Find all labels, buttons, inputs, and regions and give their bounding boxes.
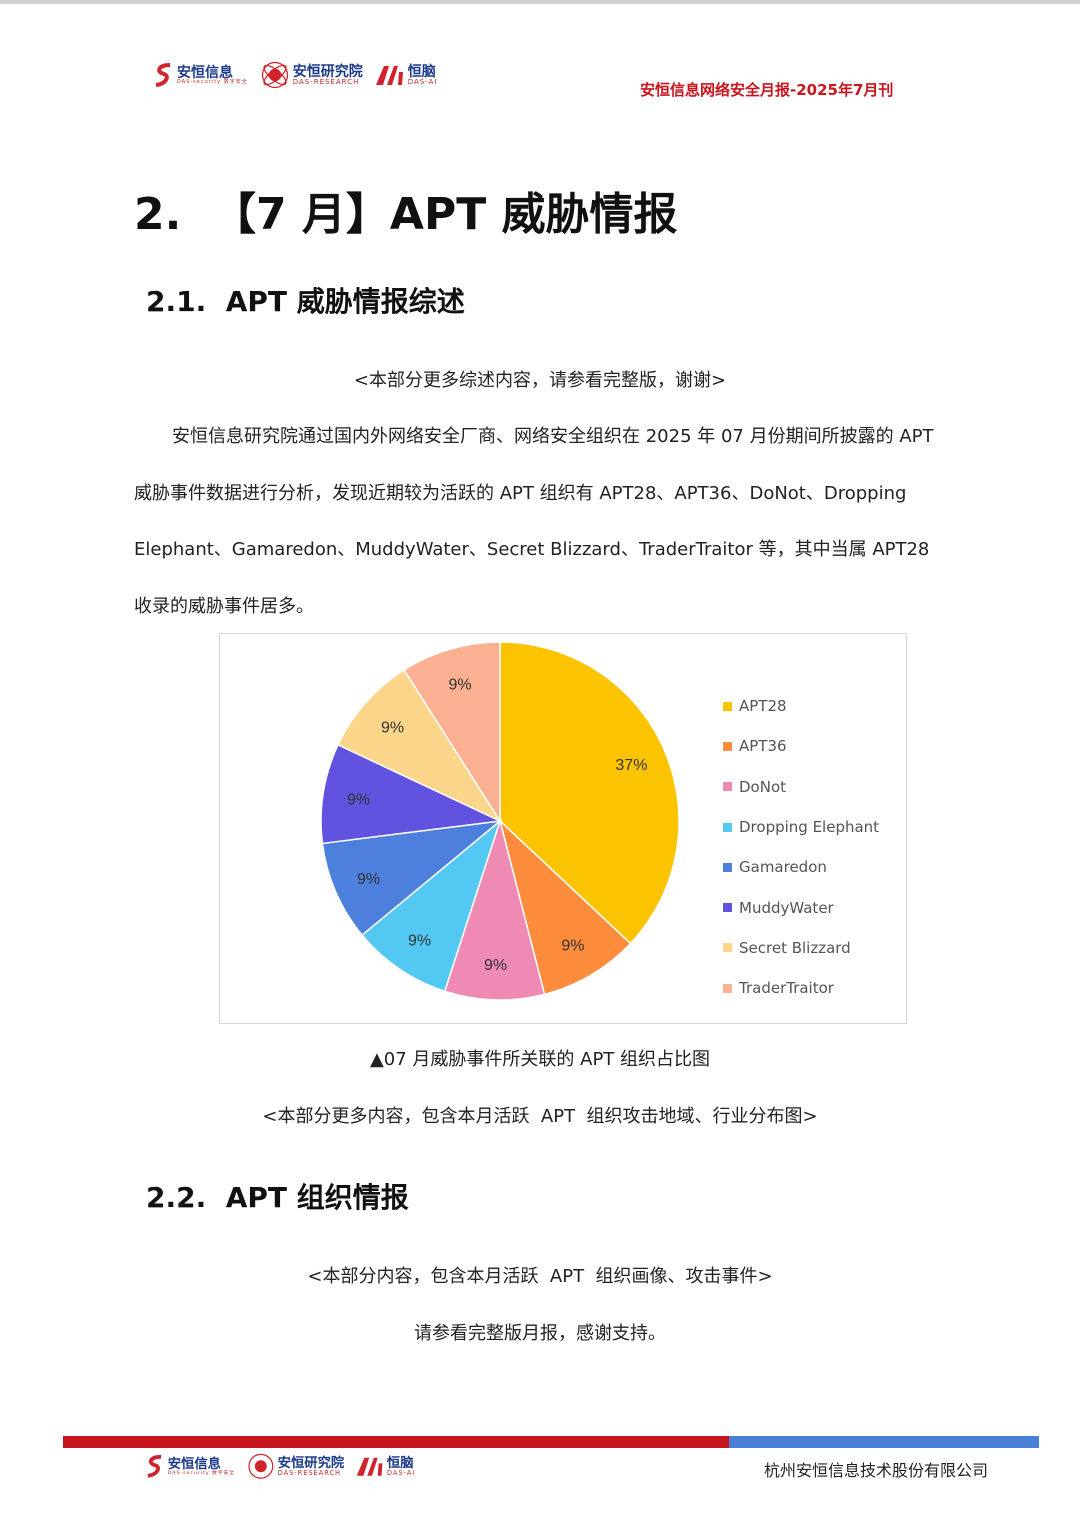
logo-das-ai: 恒脑 DAS-AI bbox=[375, 63, 438, 87]
legend-item: MuddyWater bbox=[723, 887, 879, 927]
pie-data-label: 9% bbox=[357, 871, 380, 888]
legend-label: TraderTraitor bbox=[739, 979, 834, 998]
legend-item: Gamaredon bbox=[723, 847, 879, 887]
pie-data-label: 9% bbox=[561, 937, 584, 954]
logo-das-security: 安恒信息 DAS-security 数字安全 bbox=[152, 63, 248, 87]
paragraph-line: Elephant、Gamaredon、MuddyWater、Secret Bli… bbox=[134, 539, 930, 560]
legend-item: TraderTraitor bbox=[723, 968, 879, 1008]
note: <本部分更多综述内容，请参看完整版，谢谢> bbox=[353, 370, 727, 391]
legend-label: Dropping Elephant bbox=[739, 818, 880, 837]
logo-das-research: 安恒研究院 DAS-RESEARCH bbox=[246, 1452, 344, 1481]
note: 请参看完整版月报，感谢支持。 bbox=[414, 1323, 666, 1344]
legend-swatch bbox=[723, 741, 732, 751]
footer-logos: 安恒信息 DAS-security 数字安全 安恒研究院 DAS-RESEARCH … bbox=[144, 1452, 415, 1481]
note: <本部分更多内容，包含本月活跃 APT 组织攻击地域、行业分布图> bbox=[262, 1106, 818, 1127]
pie-data-label: 9% bbox=[381, 719, 404, 736]
section-title: 2. 【7 月】APT 威胁情报 bbox=[134, 189, 678, 240]
legend-swatch bbox=[723, 822, 732, 832]
logo-das-security: 安恒信息 DAS-security 数字安全 bbox=[144, 1454, 235, 1478]
chart-caption: ▲07 月威胁事件所关联的 APT 组织占比图 bbox=[369, 1049, 711, 1070]
pie-data-label: 9% bbox=[347, 792, 370, 809]
legend-item: Secret Blizzard bbox=[723, 928, 879, 968]
subsection-title: 2.2. APT 组织情报 bbox=[146, 1181, 409, 1214]
paragraph-line: 收录的威胁事件居多。 bbox=[134, 596, 314, 617]
pie-slice-secret-blizzard bbox=[337, 668, 503, 823]
legend-label: Gamaredon bbox=[739, 858, 827, 877]
legend-label: MuddyWater bbox=[739, 898, 834, 917]
paragraph-line: 安恒信息研究院通过国内外网络安全厂商、网络安全组织在 2025 年 07 月份期… bbox=[172, 426, 934, 447]
subsection-title: 2.1. APT 威胁情报综述 bbox=[146, 285, 465, 318]
legend-item: APT36 bbox=[723, 726, 879, 766]
legend-item: DoNot bbox=[723, 767, 879, 807]
legend-label: DoNot bbox=[739, 777, 787, 796]
pie-slice-muddywater bbox=[320, 743, 503, 845]
header-title: 安恒信息网络安全月报-2025年7月刊 bbox=[640, 81, 894, 99]
logo-das-research: 安恒研究院 DAS-RESEARCH bbox=[260, 60, 363, 90]
legend-swatch bbox=[723, 782, 732, 792]
chart-legend: APT28 APT36 DoNot Dropping Elephant Gamaredo… bbox=[723, 686, 879, 1008]
pie-data-label: 37% bbox=[615, 757, 647, 774]
legend-swatch bbox=[723, 943, 732, 953]
pie-slice-apt28 bbox=[499, 641, 680, 945]
legend-swatch bbox=[723, 701, 732, 711]
legend-label: APT28 bbox=[739, 697, 787, 716]
pie-chart: 37% 9% 9% 9% 9% 9% 9% 9% APT28 APT36 DoNot Droppin… bbox=[219, 633, 907, 1024]
legend-swatch bbox=[723, 983, 732, 993]
footer-bar-blue bbox=[729, 1436, 1039, 1448]
legend-label: Secret Blizzard bbox=[739, 938, 851, 957]
pie-data-label: 9% bbox=[484, 957, 507, 974]
top-border bbox=[0, 0, 1080, 4]
legend-swatch bbox=[723, 862, 732, 872]
legend-swatch bbox=[723, 903, 732, 913]
pie-slice-apt36 bbox=[498, 818, 632, 996]
footer-company: 杭州安恒信息技术股份有限公司 bbox=[764, 1461, 989, 1480]
pie-slice-tradertraitor bbox=[403, 641, 501, 824]
pie-slice-gamaredon bbox=[321, 819, 503, 937]
pie-data-label: 9% bbox=[448, 676, 471, 693]
paragraph-line: 威胁事件数据进行分析，发现近期较为活跃的 APT 组织有 APT28、APT36… bbox=[134, 483, 907, 504]
pie-data-label: 9% bbox=[408, 932, 431, 949]
legend-item: Dropping Elephant bbox=[723, 807, 879, 847]
logo-das-ai: 恒脑 DAS-AI bbox=[356, 1455, 416, 1478]
legend-label: APT36 bbox=[739, 737, 787, 756]
note: <本部分内容，包含本月活跃 APT 组织画像、攻击事件> bbox=[307, 1266, 773, 1287]
pie-svg: 37% 9% 9% 9% 9% 9% 9% 9% bbox=[320, 641, 680, 1001]
footer-bar-red bbox=[63, 1436, 729, 1448]
header-logos: 安恒信息 DAS-security 数字安全 安恒研究院 DAS-RESEARCH … bbox=[152, 60, 437, 90]
pie-slice-dropping-elephant bbox=[361, 818, 502, 993]
legend-item: APT28 bbox=[723, 686, 879, 726]
pie-slice-donot bbox=[443, 818, 546, 1001]
